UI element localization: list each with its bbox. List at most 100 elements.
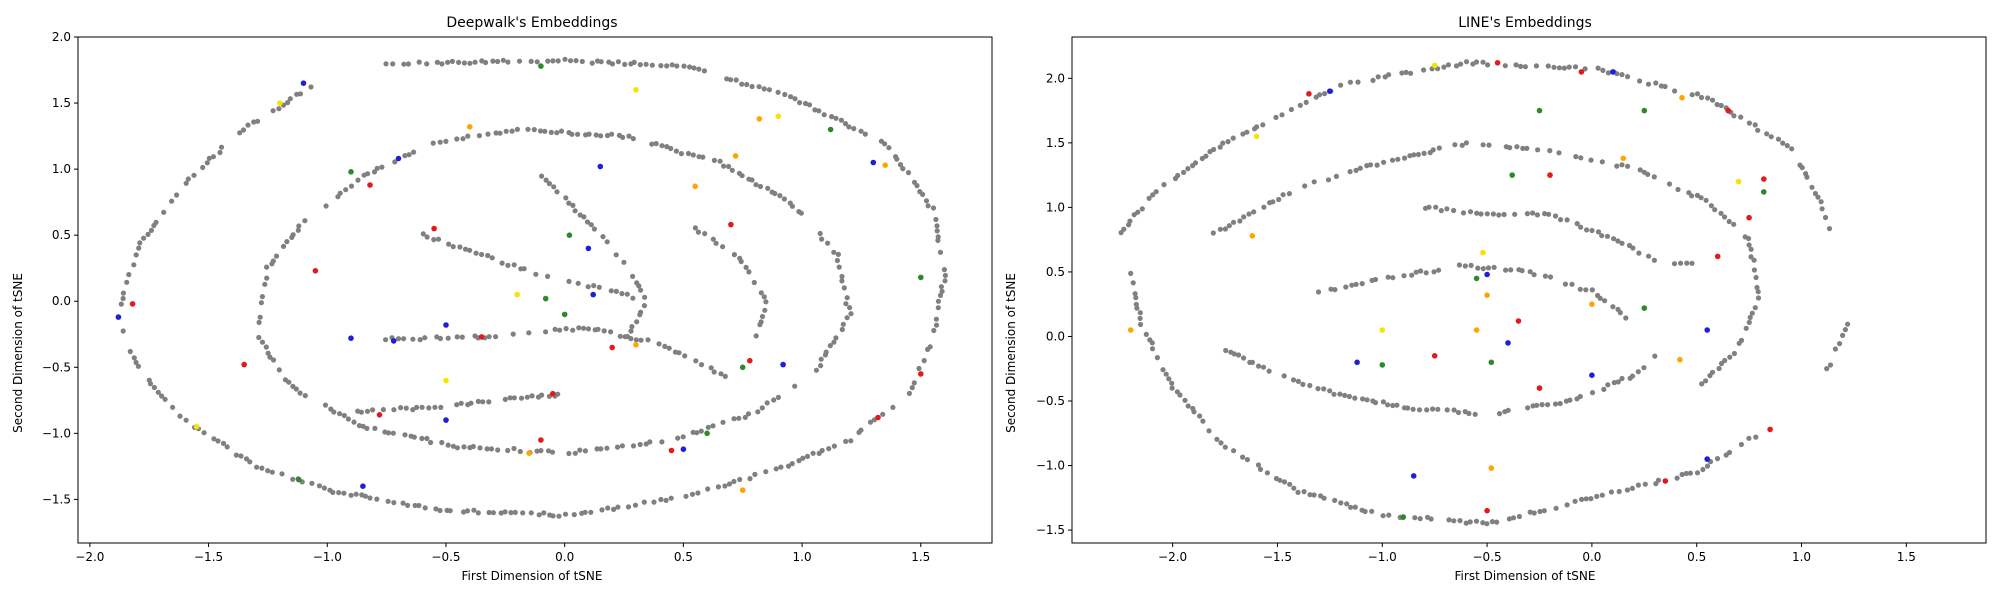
deepwalk-point-gray	[430, 140, 436, 146]
line-point-gray	[1556, 65, 1562, 71]
deepwalk-point-gray	[882, 141, 888, 147]
deepwalk-xtick-label: −2.0	[75, 550, 104, 564]
deepwalk-point-gray	[897, 162, 904, 168]
line-point-gray	[1139, 206, 1145, 212]
deepwalk-point-gray	[509, 128, 515, 134]
deepwalk-point-gray	[372, 425, 378, 431]
line-point-gray	[1426, 204, 1432, 210]
deepwalk-point-gray	[526, 330, 532, 336]
line-point-gray	[1611, 380, 1617, 386]
deepwalk-point-gray	[444, 507, 450, 513]
line-point-gray	[1444, 206, 1450, 212]
deepwalk-point-gray	[534, 448, 540, 454]
deepwalk-point-gray	[531, 127, 537, 133]
deepwalk-point-gray	[551, 184, 557, 190]
deepwalk-point-gray	[445, 335, 451, 341]
deepwalk-point-gray	[321, 485, 327, 491]
deepwalk-point-orange	[756, 116, 763, 122]
deepwalk-point-gray	[520, 510, 526, 516]
deepwalk-point-gray	[681, 63, 687, 69]
line-point-gray	[1137, 315, 1143, 321]
line-point-gray	[1746, 120, 1752, 126]
deepwalk-point-orange	[739, 487, 746, 494]
line-point-gray	[1552, 401, 1559, 407]
deepwalk-point-gray	[264, 275, 270, 281]
line-point-gray	[1822, 214, 1829, 221]
deepwalk-point-gray	[753, 182, 759, 188]
deepwalk-point-gray	[296, 223, 302, 229]
line-point-gray	[1524, 145, 1530, 151]
line-point-gray	[1746, 435, 1752, 441]
deepwalk-point-gray	[287, 96, 293, 102]
deepwalk-point-gray	[630, 295, 636, 301]
line-point-gray	[1749, 310, 1755, 316]
deepwalk-point-gray	[480, 399, 486, 405]
line-point-gray	[1578, 155, 1584, 161]
line-point-gray	[1328, 286, 1334, 292]
line-point-green	[1641, 305, 1648, 311]
deepwalk-point-gray	[658, 63, 664, 69]
line-point-gray	[1315, 386, 1321, 392]
deepwalk-point-gray	[539, 392, 545, 398]
line-point-blue	[1327, 88, 1333, 94]
line-point-gray	[1694, 470, 1701, 476]
deepwalk-xtick-label: 0.0	[555, 550, 574, 564]
deepwalk-point-gray	[731, 416, 737, 422]
deepwalk-point-gray	[608, 329, 614, 335]
line-point-gray	[1535, 147, 1541, 153]
line-point-gray	[1353, 281, 1359, 287]
deepwalk-point-gray	[690, 429, 696, 435]
line-point-gray	[1567, 397, 1573, 403]
deepwalk-point-gray	[633, 337, 639, 343]
deepwalk-point-red	[918, 371, 924, 377]
deepwalk-point-gray	[468, 400, 474, 406]
line-point-gray	[1574, 221, 1580, 227]
deepwalk-point-gray	[637, 441, 643, 448]
deepwalk-point-gray	[839, 273, 845, 280]
deepwalk-point-gray	[742, 414, 748, 420]
deepwalk-point-gray	[467, 60, 473, 66]
line-point-gray	[1468, 262, 1474, 268]
deepwalk-point-gray	[761, 86, 767, 92]
line-point-gray	[1347, 169, 1353, 175]
deepwalk-point-gray	[711, 369, 717, 375]
deepwalk-point-gray	[822, 352, 829, 358]
deepwalk-point-red	[875, 414, 881, 421]
deepwalk-point-gray	[710, 423, 716, 429]
line-point-blue	[1589, 372, 1595, 379]
deepwalk-point-gray	[258, 300, 264, 306]
line-point-gray	[1333, 173, 1339, 179]
line-point-gray	[1472, 411, 1478, 417]
deepwalk-point-gray	[120, 290, 126, 296]
deepwalk-xtick-label: −1.0	[313, 550, 342, 564]
deepwalk-point-gray	[702, 231, 708, 237]
line-point-gray	[1237, 218, 1243, 224]
line-point-gray	[1226, 223, 1232, 229]
line-point-gray	[1589, 227, 1595, 234]
deepwalk-point-gray	[653, 141, 659, 147]
deepwalk-point-gray	[255, 118, 261, 124]
deepwalk-point-gray	[566, 278, 572, 284]
line-point-gray	[1595, 65, 1601, 71]
line-point-gray	[1629, 485, 1635, 491]
line-point-orange	[1589, 301, 1595, 308]
line-point-gray	[1827, 362, 1834, 368]
deepwalk-point-gray	[443, 138, 449, 144]
deepwalk-point-gray	[622, 61, 628, 67]
deepwalk-point-gray	[124, 279, 130, 285]
deepwalk-point-gray	[630, 136, 636, 142]
line-point-gray	[1317, 92, 1323, 98]
deepwalk-point-gray	[710, 236, 716, 242]
deepwalk-point-gray	[749, 177, 755, 183]
deepwalk-point-gray	[256, 319, 262, 325]
line-point-yellow	[1735, 178, 1742, 185]
deepwalk-point-gray	[749, 83, 755, 90]
deepwalk-point-green	[566, 232, 573, 238]
deepwalk-point-gray	[280, 243, 287, 249]
deepwalk-point-gray	[649, 62, 655, 68]
line-point-gray	[1583, 287, 1589, 293]
line-point-gray	[1446, 517, 1452, 523]
line-point-gray	[1408, 70, 1414, 76]
line-point-gray	[1352, 504, 1358, 510]
deepwalk-point-gray	[609, 131, 615, 137]
